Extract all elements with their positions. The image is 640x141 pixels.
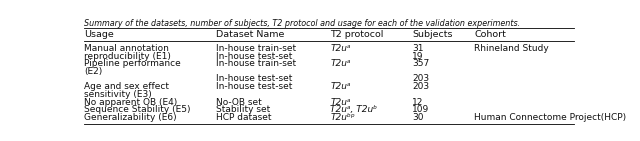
Text: 357: 357 [412, 59, 429, 68]
Text: T2 protocol: T2 protocol [330, 30, 384, 39]
Text: In-house test-set: In-house test-set [216, 82, 292, 92]
Text: sensitivity (E3): sensitivity (E3) [84, 90, 152, 99]
Text: Usage: Usage [84, 30, 114, 39]
Text: In-house train-set: In-house train-set [216, 59, 296, 68]
Text: 12: 12 [412, 98, 424, 107]
Text: HCP dataset: HCP dataset [216, 113, 272, 122]
Text: T2uᵇᵖ: T2uᵇᵖ [330, 113, 355, 122]
Text: Dataset Name: Dataset Name [216, 30, 285, 39]
Text: Stability set: Stability set [216, 105, 271, 114]
Text: Rhineland Study: Rhineland Study [474, 44, 549, 53]
Text: Cohort: Cohort [474, 30, 506, 39]
Text: In-house test-set: In-house test-set [216, 74, 292, 83]
Text: reproducibility (E1): reproducibility (E1) [84, 51, 171, 60]
Text: T2uᵃ: T2uᵃ [330, 82, 351, 92]
Text: Pipeline performance: Pipeline performance [84, 59, 180, 68]
Text: 19: 19 [412, 51, 424, 60]
Text: In-house test-set: In-house test-set [216, 51, 292, 60]
Text: 109: 109 [412, 105, 429, 114]
Text: T2uᵃ, T2uᵇ: T2uᵃ, T2uᵇ [330, 105, 378, 114]
Text: (E2): (E2) [84, 67, 102, 76]
Text: In-house train-set: In-house train-set [216, 44, 296, 53]
Text: T2uᵃ: T2uᵃ [330, 44, 351, 53]
Text: No apparent OB (E4): No apparent OB (E4) [84, 98, 177, 107]
Text: T2uᵃ: T2uᵃ [330, 59, 351, 68]
Text: Manual annotation: Manual annotation [84, 44, 169, 53]
Text: Generalizability (E6): Generalizability (E6) [84, 113, 177, 122]
Text: 203: 203 [412, 74, 429, 83]
Text: No-OB set: No-OB set [216, 98, 262, 107]
Text: Human Connectome Project(HCP): Human Connectome Project(HCP) [474, 113, 627, 122]
Text: 30: 30 [412, 113, 424, 122]
Text: Age and sex effect: Age and sex effect [84, 82, 169, 92]
Text: Summary of the datasets, number of subjects, T2 protocol and usage for each of t: Summary of the datasets, number of subje… [84, 19, 520, 27]
Text: T2uᵃ: T2uᵃ [330, 98, 351, 107]
Text: Subjects: Subjects [412, 30, 453, 39]
Text: 31: 31 [412, 44, 424, 53]
Text: 203: 203 [412, 82, 429, 92]
Text: Sequence Stability (E5): Sequence Stability (E5) [84, 105, 191, 114]
